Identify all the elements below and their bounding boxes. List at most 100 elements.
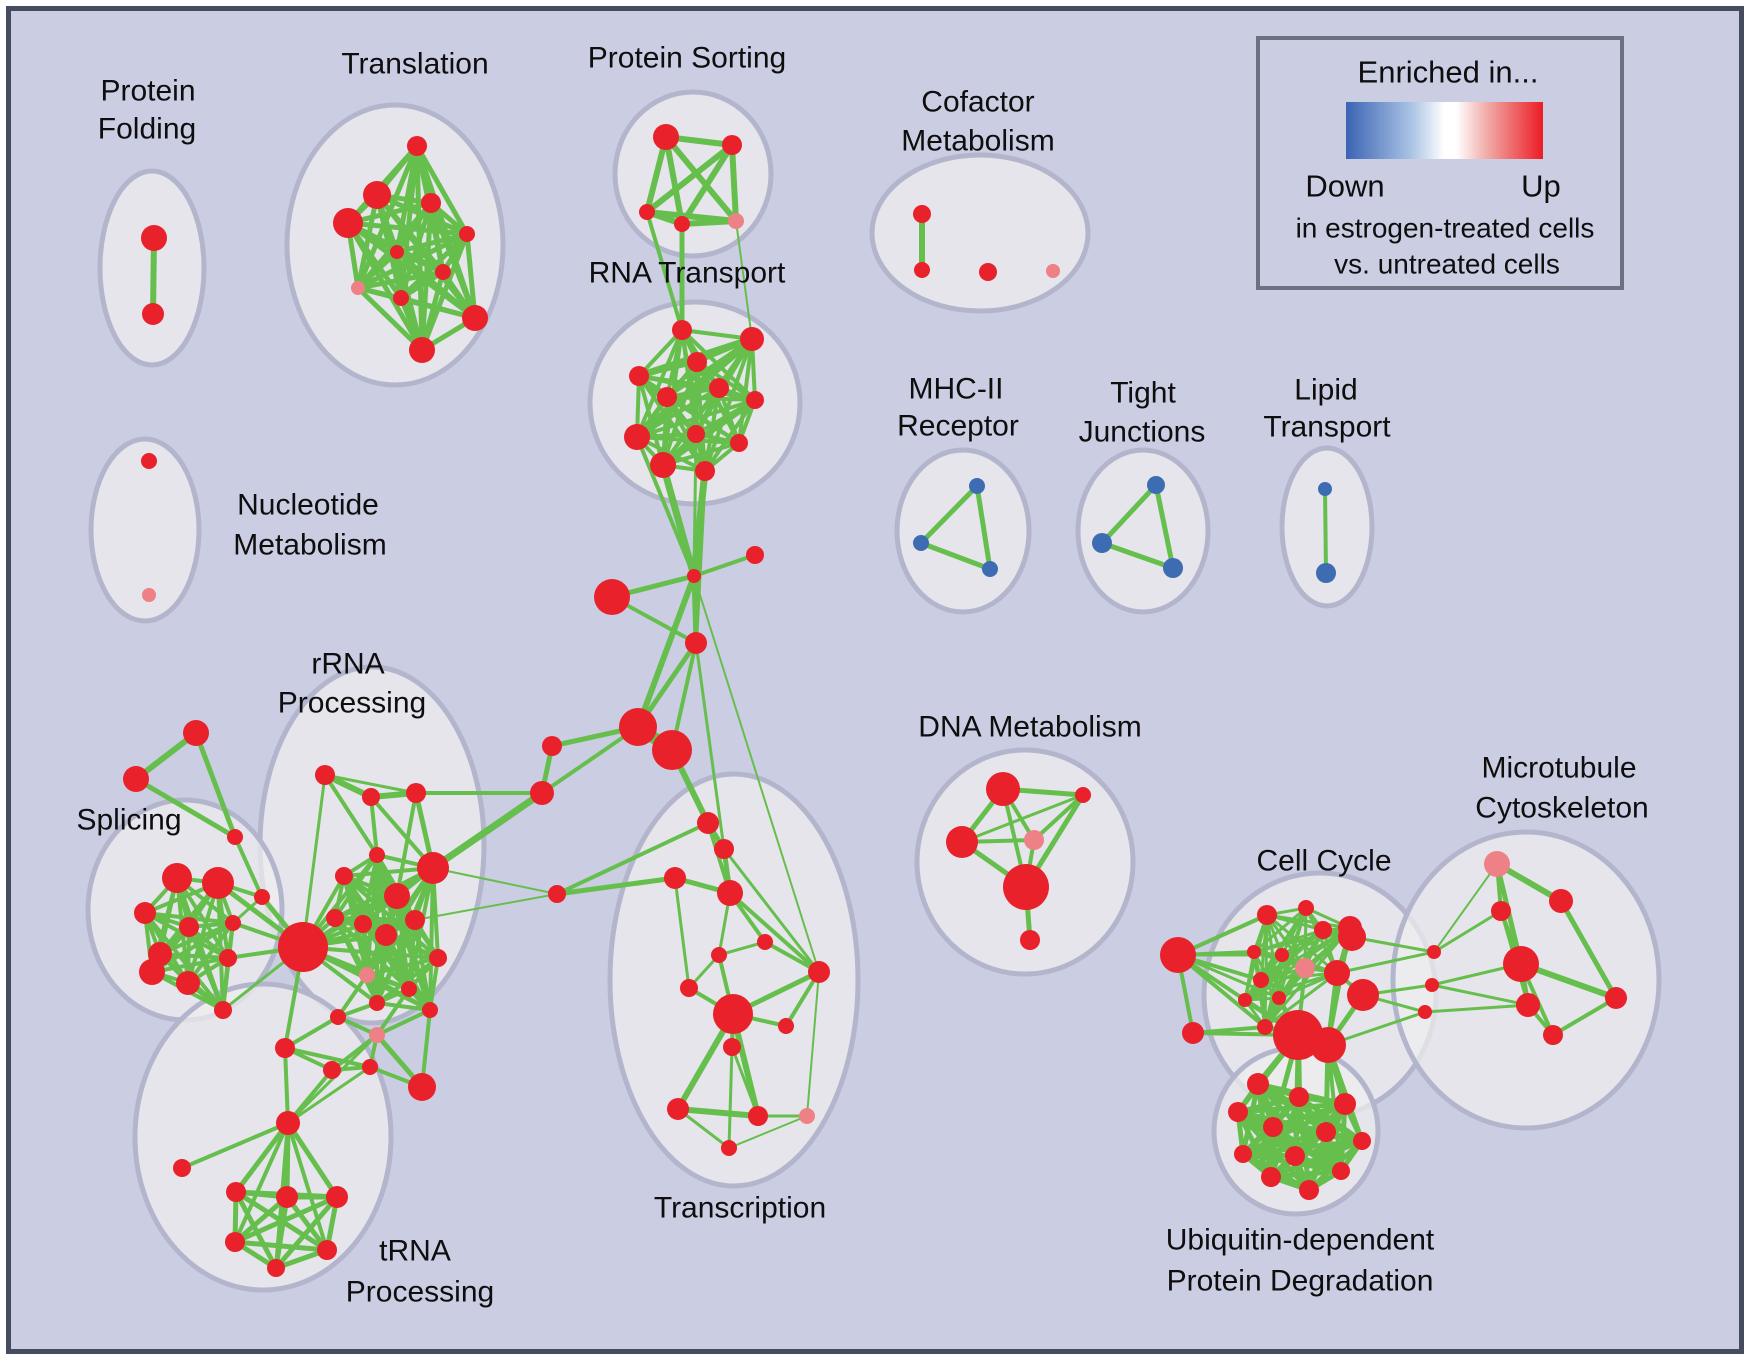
cluster-label-mhc-2: Receptor xyxy=(897,410,1019,443)
network-node-102-slightly-up xyxy=(1024,830,1044,850)
network-node-134-up xyxy=(1289,1087,1309,1107)
legend-caption-line1: in estrogen-treated cells xyxy=(1296,213,1595,244)
network-edge-splicing xyxy=(216,881,225,1012)
network-edge-rrna-core xyxy=(365,918,417,977)
network-node-58-up xyxy=(530,781,554,805)
network-edge-cell-cycle-core xyxy=(1243,966,1307,1002)
network-node-18-up xyxy=(672,320,692,340)
network-node-145-up xyxy=(913,205,931,223)
network-edge xyxy=(1433,863,1498,953)
network-node-71-up xyxy=(323,1061,341,1079)
network-edge-rna-transport xyxy=(635,398,757,439)
network-edge-ubiquitin xyxy=(1268,1168,1344,1180)
network-edge xyxy=(692,553,757,578)
legend-box xyxy=(1256,36,1624,290)
cluster-label-protein-folding-2: Folding xyxy=(98,113,196,146)
legend-up-label: Up xyxy=(1521,169,1561,204)
network-node-92-up xyxy=(713,994,753,1034)
network-edge-rna-transport xyxy=(635,328,684,439)
cluster-label-microtubule-1: Microtubule xyxy=(1481,752,1636,785)
network-node-62-up xyxy=(179,917,199,937)
network-edge-rrna-core xyxy=(365,956,440,977)
network-node-72-up xyxy=(275,1038,295,1058)
network-node-89-up xyxy=(711,947,727,963)
network-edge xyxy=(233,835,264,899)
network-edge xyxy=(193,730,238,840)
network-edge xyxy=(673,876,691,990)
network-node-50-up xyxy=(405,910,425,930)
network-edge xyxy=(918,540,993,572)
network-node-113-slightly-up xyxy=(1295,958,1315,978)
network-edge-translation xyxy=(419,269,446,353)
cluster-label-tight-2: Junctions xyxy=(1079,416,1206,449)
network-edge xyxy=(722,847,821,974)
network-node-107-up xyxy=(1257,905,1277,925)
network-edge-cell-cycle-core xyxy=(1243,971,1339,1002)
network-edge xyxy=(283,1046,290,1125)
network-node-112-up xyxy=(1275,948,1289,962)
network-node-81-up xyxy=(317,1240,337,1260)
network-node-53-up xyxy=(401,981,417,997)
network-node-9-slightly-up xyxy=(351,281,365,295)
network-edge xyxy=(918,483,980,546)
network-node-87-up xyxy=(548,885,566,903)
network-node-153-down xyxy=(1092,533,1112,553)
network-node-84-up xyxy=(714,839,734,859)
network-node-79-up xyxy=(326,1186,348,1208)
network-node-46-up xyxy=(278,922,328,972)
network-edge-translation xyxy=(345,220,470,237)
network-node-86-up xyxy=(717,880,743,906)
cluster-label-nucleotide-1: Nucleotide xyxy=(237,489,379,522)
network-node-13-up xyxy=(653,124,679,150)
network-edge xyxy=(727,1012,735,1150)
cluster-label-lipid-2: Transport xyxy=(1263,411,1391,444)
network-node-33-up xyxy=(685,632,707,654)
network-edge-rna-transport xyxy=(661,441,741,467)
cluster-ellipse-tight-junctions xyxy=(1075,447,1211,615)
network-node-149-down xyxy=(969,478,985,494)
network-edge xyxy=(735,220,753,340)
network-node-8-up xyxy=(435,264,451,280)
network-edge-trna-clique xyxy=(232,1194,340,1245)
network-edge xyxy=(692,432,698,578)
network-node-7-up xyxy=(390,245,404,259)
network-edge-rrna-core xyxy=(413,918,432,1012)
network-node-130-up xyxy=(1605,987,1627,1009)
network-node-3-up xyxy=(363,181,391,209)
network-node-17-slightly-up xyxy=(728,213,744,229)
network-node-65-up xyxy=(219,949,237,967)
network-node-44-up xyxy=(417,852,449,884)
network-node-54-up xyxy=(369,995,385,1011)
network-edge-translation xyxy=(464,231,478,321)
legend-caption-line2: vs. untreated cells xyxy=(1334,249,1560,280)
network-node-28-up xyxy=(650,452,676,478)
network-node-22-up xyxy=(709,378,729,398)
network-edge-translation xyxy=(355,192,380,291)
network-edge xyxy=(728,1115,808,1149)
network-edge-trna-clique xyxy=(273,1194,340,1271)
network-edge-splicing xyxy=(143,911,225,1012)
network-edge xyxy=(1430,983,1530,1007)
network-node-51-up xyxy=(429,949,447,967)
network-node-91-up xyxy=(680,979,698,997)
network-node-136-up xyxy=(1228,1102,1248,1122)
network-edge xyxy=(659,461,698,580)
network-node-132-up xyxy=(1543,1025,1563,1045)
network-node-76-up xyxy=(173,1159,191,1177)
network-edge-translation xyxy=(355,269,446,291)
network-edge xyxy=(1326,1043,1343,1173)
network-node-34-up xyxy=(619,708,657,746)
network-edge xyxy=(1153,482,1176,571)
network-node-143-up xyxy=(1332,1162,1350,1180)
cluster-ellipse-cofactor-metabolism xyxy=(869,152,1091,314)
network-node-42-up xyxy=(369,847,385,863)
network-node-29-up xyxy=(695,461,715,481)
network-node-16-up xyxy=(674,216,690,232)
network-node-116-up xyxy=(1238,993,1252,1007)
network-node-14-up xyxy=(722,135,742,155)
legend: Enriched in... Down Up in estrogen-treat… xyxy=(1256,36,1624,290)
legend-title: Enriched in... xyxy=(1358,55,1539,90)
network-node-123-up xyxy=(1427,945,1441,959)
network-node-78-up xyxy=(276,1186,298,1208)
